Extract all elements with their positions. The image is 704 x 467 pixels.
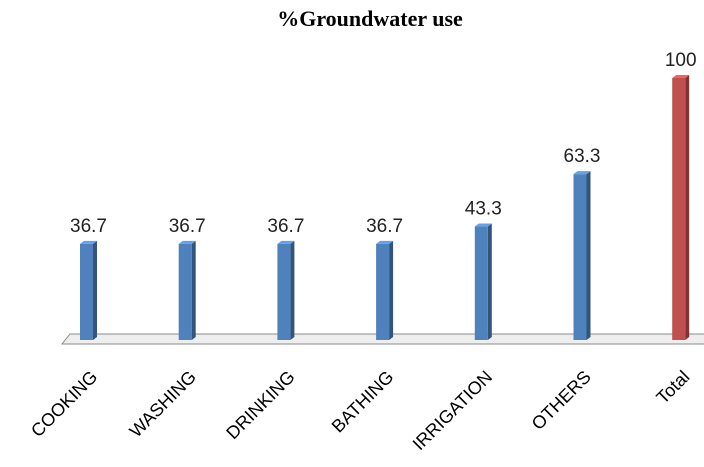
bar-top-cooking (80, 240, 97, 244)
value-label-bathing: 36.7 (366, 216, 403, 237)
category-label-drinking: DRINKING (222, 367, 298, 443)
bar-side-irrigation (487, 223, 492, 340)
category-label-others: OTHERS (528, 367, 595, 434)
bar-cooking (80, 240, 97, 340)
bar-front-drinking (277, 243, 291, 340)
bar-side-cooking (93, 240, 97, 340)
category-label-cooking: COOKING (27, 367, 101, 441)
bar-front-others (573, 174, 587, 340)
category-label-irrigation: IRRIGATION (409, 367, 496, 454)
bar-washing (178, 240, 196, 340)
bar-front-total (672, 78, 686, 340)
bar-side-others (586, 171, 591, 340)
bars-layer (80, 75, 690, 340)
category-label-total: Total (652, 367, 693, 408)
labels-layer: 36.7 COOKING 36.7 WASHING 36.7 DRINKING 36.7 BA… (27, 50, 696, 454)
bar-total (672, 75, 690, 340)
bar-side-total (685, 75, 690, 340)
bar-top-washing (178, 240, 196, 244)
value-label-drinking: 36.7 (267, 216, 304, 237)
bar-top-others (573, 171, 591, 175)
bar-front-bathing (376, 243, 390, 340)
bar-top-total (672, 75, 690, 78)
category-label-washing: WASHING (126, 367, 200, 441)
bar-top-irrigation (474, 223, 492, 227)
bar-top-bathing (376, 240, 394, 244)
value-label-washing: 36.7 (169, 216, 206, 237)
chart-title: %Groundwater use (277, 6, 463, 31)
bar-bathing (376, 240, 394, 340)
bar-drinking (277, 240, 295, 340)
bar-side-washing (191, 240, 196, 340)
bar-top-drinking (277, 240, 295, 244)
bar-front-irrigation (474, 226, 488, 340)
value-label-others: 63.3 (564, 146, 601, 167)
bar-irrigation (474, 223, 492, 340)
value-label-total: 100 (665, 50, 697, 71)
bar-front-washing (178, 243, 192, 340)
bar-front-cooking (80, 243, 93, 340)
bar-side-bathing (389, 240, 394, 340)
value-label-cooking: 36.7 (70, 216, 107, 237)
category-label-bathing: BATHING (328, 367, 398, 437)
bar-others (573, 171, 591, 340)
bar-side-drinking (290, 240, 295, 340)
value-label-irrigation: 43.3 (465, 199, 502, 220)
